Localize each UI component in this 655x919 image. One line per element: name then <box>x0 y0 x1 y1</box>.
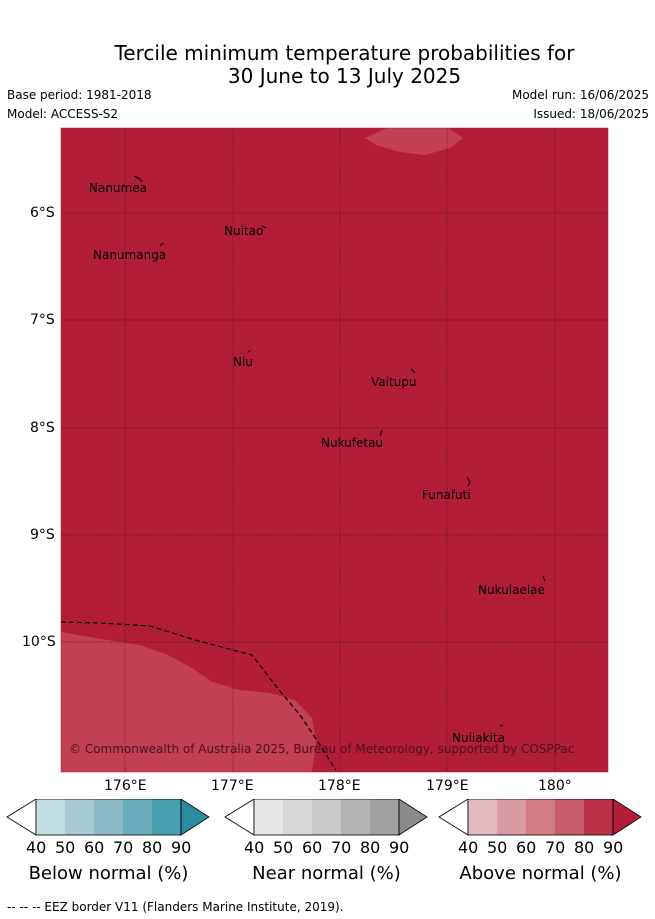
place-label-nanumanga: Nanumanga <box>93 248 167 262</box>
lat-label-6s: 6°S <box>30 205 55 221</box>
cb-above-tick-70: 70 <box>545 838 566 857</box>
lon-label-176e: 176°E <box>104 778 147 794</box>
map-region-above-70-80-north <box>365 128 463 155</box>
place-label-nuilakita: Nuilakita <box>452 731 505 745</box>
map-gridlines <box>61 128 608 772</box>
lon-label-179e: 179°E <box>426 778 469 794</box>
lat-label-8s: 8°S <box>30 420 55 436</box>
cb-near-tick-90: 90 <box>389 838 410 857</box>
base-period: Base period: 1981-2018 <box>7 88 152 102</box>
colorbar-below-normal <box>6 799 210 836</box>
cb-above-tick-40: 40 <box>458 838 479 857</box>
cb-above-tick-60: 60 <box>516 838 537 857</box>
colorbar-title-above: Above normal (%) <box>459 863 622 884</box>
lat-label-10s: 10°S <box>22 634 56 650</box>
colorbar-above-normal <box>438 799 642 836</box>
cb-near-tick-80: 80 <box>360 838 381 857</box>
copyright-notice: © Commonwealth of Australia 2025, Bureau… <box>69 742 575 756</box>
cb-below-tick-70: 70 <box>113 838 134 857</box>
lat-label-9s: 9°S <box>30 527 55 543</box>
cb-near-tick-50: 50 <box>273 838 294 857</box>
cb-near-tick-60: 60 <box>302 838 323 857</box>
colorbar-title-near: Near normal (%) <box>252 863 401 884</box>
place-label-nukufetau: Nukufetau <box>321 436 384 450</box>
cb-below-tick-50: 50 <box>55 838 76 857</box>
place-label-vaitupu: Vaitupu <box>371 375 417 389</box>
lon-label-178e: 178°E <box>318 778 361 794</box>
cb-above-tick-50: 50 <box>487 838 508 857</box>
eez-border-line <box>61 621 337 771</box>
place-label-funafuti: Funafuti <box>422 488 471 502</box>
map-region-above-70-80-south <box>61 632 316 772</box>
place-label-niu: Niu <box>233 355 253 369</box>
lon-label-180: 180° <box>538 778 572 794</box>
map-title-line1: Tercile minimum temperature probabilitie… <box>114 41 575 65</box>
cb-above-tick-90: 90 <box>603 838 624 857</box>
cb-below-tick-80: 80 <box>142 838 163 857</box>
place-label-nukulaelae: Nukulaelae <box>478 583 545 597</box>
place-label-nanumea: Nanumea <box>89 181 147 195</box>
lon-label-177e: 177°E <box>211 778 254 794</box>
cb-above-tick-80: 80 <box>574 838 595 857</box>
map-title-line2: 30 June to 13 July 2025 <box>227 64 462 88</box>
colorbar-near-normal <box>224 799 428 836</box>
cb-below-tick-40: 40 <box>26 838 47 857</box>
colorbar-title-below: Below normal (%) <box>28 863 189 884</box>
cb-below-tick-60: 60 <box>84 838 105 857</box>
cb-below-tick-90: 90 <box>171 838 192 857</box>
issued-date: Issued: 18/06/2025 <box>533 107 649 121</box>
eez-footnote: -- -- -- EEZ border V11 (Flanders Marine… <box>7 900 344 914</box>
cb-near-tick-70: 70 <box>331 838 352 857</box>
model-run-date: Model run: 16/06/2025 <box>511 88 649 102</box>
cb-near-tick-40: 40 <box>244 838 265 857</box>
model-name: Model: ACCESS-S2 <box>7 107 119 121</box>
island-outlines <box>133 175 546 727</box>
lat-label-7s: 7°S <box>30 312 55 328</box>
place-label-nuitao: Nuitao <box>224 224 264 238</box>
